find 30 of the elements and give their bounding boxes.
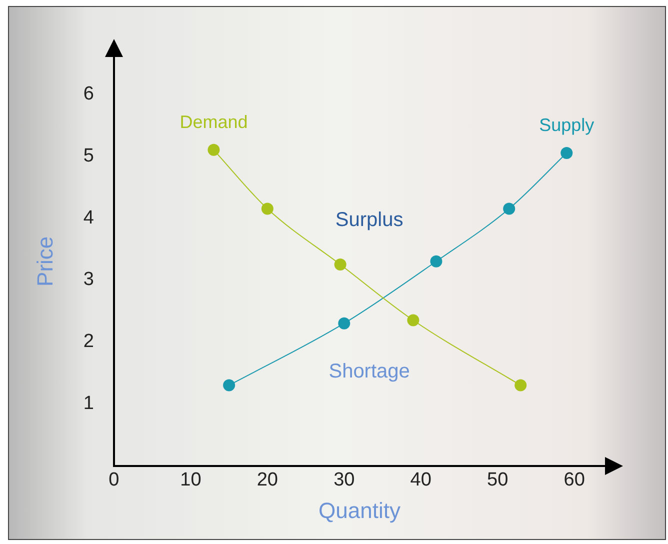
x-tick-label: 40 [410,469,432,490]
shaded-panel: Quantity Price 0 10 20 30 40 50 60 1 2 3 4 5 6 Demand Supply Surplus Shortage [8,6,666,540]
point [261,202,274,215]
point [334,258,346,270]
annotation: Shortage [328,360,410,382]
x-tick-label: 60 [564,469,585,490]
y-tick-label: 1 [83,393,94,414]
point [560,147,573,160]
y-tick-label: 4 [83,207,94,228]
y-tick-label: 2 [83,331,94,352]
point [514,379,527,392]
x-axis-title: Quantity [318,498,400,523]
x-tick-label: 50 [487,469,508,490]
point [407,314,420,326]
y-axis-title: Price [32,236,58,286]
annotation: Surplus [335,209,404,232]
x-tick-label: 20 [256,469,278,490]
point [223,379,236,392]
x-tick-label: 0 [108,469,120,490]
point [430,255,442,268]
series-label: Supply [539,114,594,135]
x-tick-label: 30 [334,469,355,490]
point [208,144,220,156]
series-label: Demand [180,112,248,132]
point [503,202,516,215]
y-tick-label: 5 [83,145,94,166]
x-tick-label: 10 [180,469,202,490]
point [338,317,350,330]
y-tick-label: 3 [83,269,94,290]
y-tick-label: 6 [83,83,94,104]
